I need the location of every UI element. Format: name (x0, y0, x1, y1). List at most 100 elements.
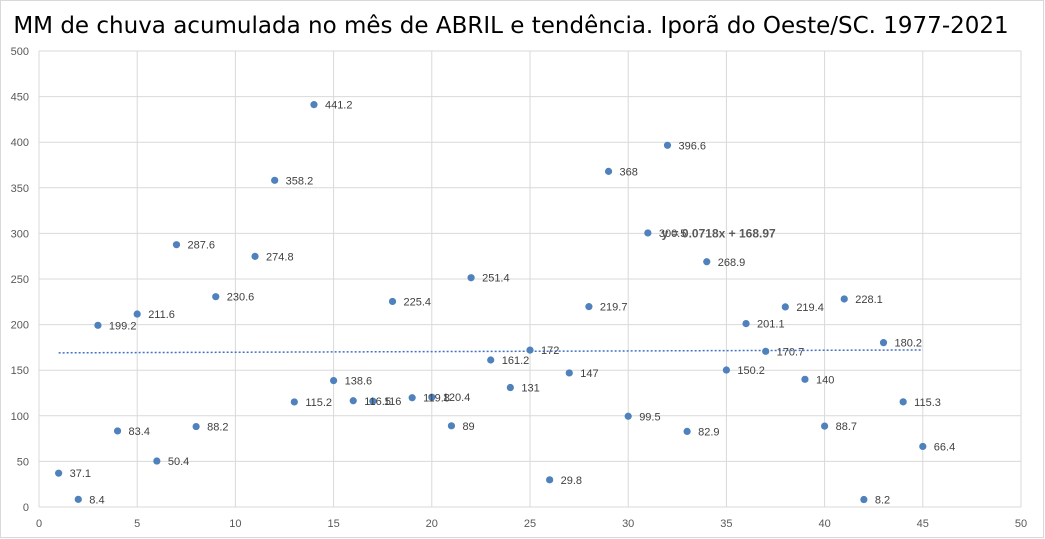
data-label: 287.6 (187, 240, 215, 252)
x-tick-label: 40 (818, 518, 830, 530)
trendline-equation: y = 0.0718x + 168.97 (662, 226, 776, 240)
data-label: 8.2 (875, 495, 890, 507)
data-point (408, 394, 416, 402)
data-point (683, 427, 691, 435)
data-point (349, 397, 357, 405)
data-point (604, 167, 613, 175)
data-point (821, 422, 829, 430)
data-label: 116.5 (364, 396, 391, 408)
axis-ticks: 0 50 100 150 200 250 300 350 400 450 500 0 5 10 15 20 25… (11, 46, 1027, 530)
y-tick-label: 0 (23, 502, 29, 514)
data-point (663, 141, 672, 149)
data-label: 211.6 (148, 309, 175, 321)
data-label: 251.4 (482, 273, 510, 285)
data-label: 441.2 (325, 100, 353, 112)
data-label: 115.2 (305, 397, 332, 409)
data-point (762, 347, 770, 355)
data-label: 358.2 (286, 175, 314, 187)
y-tick-label: 350 (11, 183, 29, 195)
x-tick-label: 10 (229, 518, 241, 530)
x-tick-label: 15 (327, 518, 339, 530)
gridlines (38, 50, 1022, 508)
data-label: 83.4 (129, 426, 150, 438)
data-point (840, 295, 848, 303)
y-tick-label: 150 (11, 365, 29, 377)
y-tick-label: 200 (11, 320, 29, 332)
data-label: 29.8 (561, 475, 582, 487)
x-tick-label: 30 (622, 518, 634, 530)
data-point (55, 469, 63, 477)
data-point (526, 346, 534, 354)
data-label: 147 (580, 368, 598, 380)
data-label: 396.6 (678, 140, 706, 152)
data-label: 140 (816, 374, 834, 386)
data-point (113, 427, 122, 435)
data-label: 170.7 (777, 346, 805, 358)
data-point (74, 495, 82, 503)
data-label: 120.4 (443, 392, 471, 404)
data-point (624, 412, 632, 420)
x-tick-label: 25 (524, 518, 536, 530)
data-label: 88.2 (207, 422, 228, 434)
data-label: 82.9 (698, 426, 719, 438)
data-point (369, 397, 377, 405)
data-label: 116 (384, 396, 402, 408)
data-point (781, 303, 789, 311)
data-label: 201.1 (757, 319, 785, 331)
data-point (644, 229, 652, 237)
data-point (703, 258, 711, 266)
x-tick-label: 50 (1015, 518, 1027, 530)
data-label: 88.7 (836, 421, 857, 433)
data-label: 115.3 (914, 397, 941, 409)
x-tick-label: 45 (917, 518, 929, 530)
data-point (94, 321, 102, 329)
data-label: 8.4 (89, 494, 104, 506)
data-point (919, 442, 927, 451)
data-point (192, 422, 200, 431)
trendline (58, 349, 923, 354)
data-label: 50.4 (168, 456, 189, 468)
data-label: 150.2 (737, 365, 765, 377)
x-tick-label: 20 (426, 518, 438, 530)
data-point (467, 274, 475, 282)
data-label: 219.7 (600, 302, 628, 314)
data-label: 99.5 (639, 411, 660, 423)
trendline-equation-group: y = 0.0718x + 168.97 (662, 226, 776, 240)
data-point (388, 297, 397, 306)
y-tick-label: 500 (11, 46, 29, 58)
data-point (506, 383, 514, 392)
data-label: 37.1 (70, 468, 91, 480)
data-point (153, 457, 161, 465)
data-label: 89 (462, 421, 474, 433)
data-point (565, 369, 573, 377)
data-point (879, 339, 888, 347)
data-points (55, 101, 927, 504)
chart-title: MM de chuva acumulada no mês de ABRIL e … (13, 13, 1009, 39)
data-point (585, 303, 593, 311)
data-point (310, 101, 318, 109)
data-label: 274.8 (266, 251, 294, 263)
data-label: 219.4 (796, 302, 824, 314)
data-point (172, 241, 181, 249)
data-point (447, 422, 456, 430)
y-tick-label: 100 (11, 411, 29, 423)
data-label: 268.9 (718, 257, 746, 269)
data-label: 228.1 (855, 294, 883, 306)
data-label: 230.6 (227, 292, 255, 304)
data-point (133, 310, 141, 318)
x-tick-label: 0 (36, 518, 42, 530)
data-point (860, 495, 868, 504)
y-tick-label: 300 (11, 228, 29, 240)
x-tick-label: 35 (720, 518, 732, 530)
data-point (428, 393, 436, 401)
y-tick-label: 250 (11, 274, 29, 286)
data-label: 368 (620, 166, 638, 178)
data-label: 225.4 (404, 296, 432, 308)
data-point (742, 319, 750, 328)
data-point (330, 376, 338, 385)
data-point (271, 176, 279, 184)
data-point (801, 375, 809, 383)
data-label: 66.4 (934, 441, 955, 453)
